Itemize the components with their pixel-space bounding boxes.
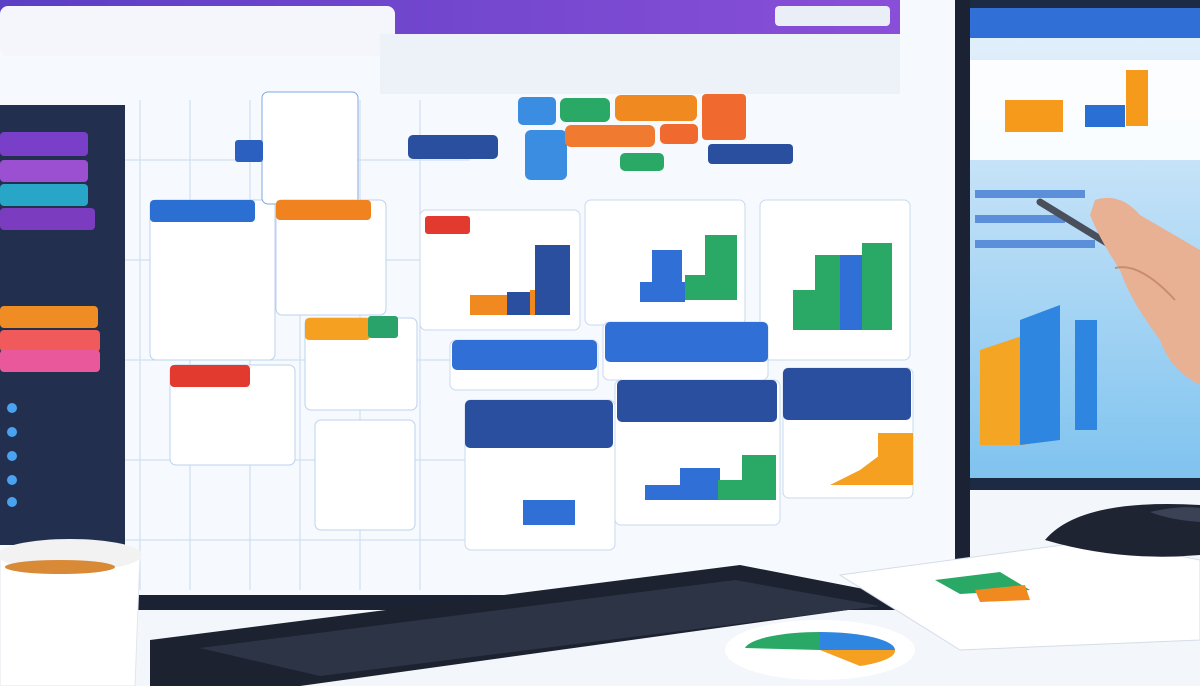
sidebar-part — [0, 330, 100, 352]
kanban-cards-part — [261, 91, 359, 205]
sidebar-part — [0, 160, 88, 182]
second-monitor-part — [1126, 70, 1148, 126]
sidebar-part — [7, 497, 17, 507]
status-tags-part — [615, 95, 697, 121]
status-tags-part — [525, 130, 567, 180]
papers-part — [820, 632, 895, 650]
coffee-cup — [0, 539, 142, 686]
papers — [725, 539, 1200, 680]
kanban-cards-part — [314, 419, 416, 531]
coffee-cup-part — [5, 560, 115, 574]
second-monitor-part — [980, 335, 1025, 445]
status-tags-part — [708, 144, 793, 164]
hand-with-stylus-part — [1114, 266, 1176, 301]
second-monitor-part — [1020, 305, 1060, 445]
kanban-cards-part — [276, 200, 371, 220]
chart-panels-part — [680, 468, 720, 500]
papers-part — [820, 650, 896, 666]
sidebar-part — [0, 132, 88, 156]
second-monitor-part — [932, 8, 1200, 38]
sidebar-part — [0, 184, 88, 206]
chart-panels-part — [605, 322, 768, 362]
chart-panels-part — [742, 455, 776, 500]
keyboard — [150, 565, 920, 686]
chart-panels-part — [617, 380, 777, 422]
kanban-cards-part — [170, 365, 250, 387]
status-tags-part — [702, 94, 746, 140]
chart-panels-part — [507, 292, 532, 315]
second-monitor-part — [1085, 105, 1125, 127]
chart-panels-part — [783, 368, 911, 420]
second-monitor-part — [960, 60, 1200, 160]
sidebar-part — [0, 306, 98, 328]
sidebar-part — [7, 475, 17, 485]
sidebar-part — [0, 350, 100, 372]
sidebar-part — [0, 208, 95, 230]
second-monitor-part — [975, 240, 1095, 248]
status-tags-part — [518, 97, 556, 125]
kanban-cards-part — [368, 316, 398, 338]
coffee-cup-part — [0, 554, 141, 686]
kanban-cards-part — [149, 199, 276, 361]
keyboard-part — [200, 580, 880, 676]
papers-part — [745, 631, 820, 650]
papers-part — [975, 585, 1030, 602]
sidebar — [0, 105, 125, 545]
chart-panels-part — [652, 250, 682, 290]
kanban-cards-part — [305, 318, 370, 340]
status-tags — [408, 94, 793, 180]
chart-panels-part — [465, 400, 613, 448]
hand-with-stylus — [1036, 197, 1200, 385]
status-tags-part — [408, 135, 498, 159]
chart-panels-part — [452, 340, 597, 370]
sidebar-part — [7, 451, 17, 461]
sidebar-part — [7, 427, 17, 437]
main-monitor-part — [380, 34, 900, 94]
status-tags-part — [620, 153, 664, 171]
chart-panels-part — [878, 433, 913, 485]
chart-panels-part — [425, 216, 470, 234]
second-monitor-part — [975, 215, 1065, 223]
kanban-cards-part — [235, 140, 263, 162]
chart-panels-part — [535, 245, 570, 315]
mouse-part — [1150, 507, 1200, 522]
chart-panels-part — [830, 455, 880, 485]
second-monitor-part — [1005, 100, 1063, 132]
chart-panels-part — [523, 500, 575, 525]
mouse-part — [1045, 504, 1200, 557]
chart-panels-part — [705, 235, 737, 300]
hand-with-stylus-part — [1090, 197, 1200, 385]
second-monitor-part — [1075, 320, 1097, 430]
chart-panels-part — [470, 295, 510, 315]
chart-panels-part — [718, 480, 748, 500]
main-monitor-part — [0, 6, 395, 56]
mouse — [1045, 504, 1200, 557]
status-tags-part — [560, 98, 610, 122]
chart-panels-part — [645, 485, 685, 500]
kanban-cards — [149, 91, 418, 531]
second-monitor-part — [975, 190, 1085, 198]
main-monitor-part — [775, 6, 890, 26]
status-tags-part — [565, 125, 655, 147]
chart-panels — [419, 199, 914, 551]
chart-panels-part — [862, 243, 892, 330]
status-tags-part — [660, 124, 698, 144]
kanban-cards-part — [150, 200, 255, 222]
sidebar-part — [7, 403, 17, 413]
